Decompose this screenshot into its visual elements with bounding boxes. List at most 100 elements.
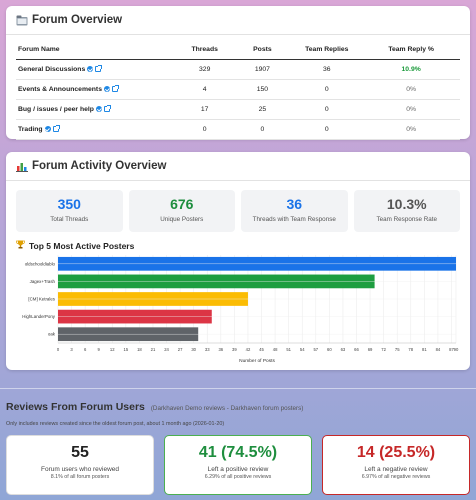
forum-name[interactable]: Bug / issues / peer help [18,106,94,113]
stat-value: 36 [286,196,303,212]
col-forum-name: Forum Name [16,43,176,60]
x-tick-label: 39 [232,347,237,352]
team-replies-cell: 0 [291,119,363,140]
folder-icon [16,15,28,26]
x-tick-label: 42 [246,347,251,352]
x-tick-label: 81 [422,347,427,352]
review-label: Left a negative review [364,466,428,473]
y-tick-label: oldschooldiablo [25,261,56,266]
review-card-positive: 41 (74.5%) Left a positive review 6.29% … [164,435,312,495]
x-tick-label: 0 [57,347,60,352]
posts-cell: 0 [233,119,292,140]
x-axis-label: Number of Posts [239,358,275,364]
review-label: Left a positive review [207,466,269,473]
reviews-title-text: Reviews From Forum Users [6,401,145,413]
col-team-replies: Team Replies [291,43,363,60]
threads-cell: 329 [175,59,234,80]
x-tick-label: 90 [454,347,459,352]
forum-overview-title: Forum Overview [16,12,460,28]
x-tick-label: 84 [436,347,441,352]
forum-overview-card: Forum Overview Forum Name Threads Posts … [6,6,470,140]
stat-unique-posters: 676 Unique Posters [128,190,235,232]
y-tick-label: [CM] Ketrales [28,297,55,302]
team-replies-cell: 0 [291,79,363,100]
forum-name[interactable]: Events & Announcements [18,86,102,93]
forum-name-cell: General Discussions [16,59,176,80]
team-reply-pct-cell: 0% [362,79,460,100]
x-tick-label: 66 [354,347,359,352]
stat-team-response-rate: 10.3% Team Response Rate [353,190,460,232]
forum-name-cell: Bug / issues / peer help [16,99,176,120]
review-sub: 6.97% of all negative reviews [361,474,431,480]
x-tick-label: 3 [70,347,73,352]
review-card-negative: 14 (25.5%) Left a negative review 6.97% … [322,435,470,495]
review-card-total: 55 Forum users who reviewed 8.1% of all … [6,435,154,495]
review-sub: 6.29% of all positive reviews [204,474,272,480]
team-replies-cell: 36 [291,59,363,80]
x-tick-label: 18 [137,347,142,352]
table-row: General Discussions 329 1907 36 10.9% [16,59,460,80]
reviews-divider [0,388,476,389]
stat-value: 676 [170,196,194,212]
x-tick-label: 30 [191,347,196,352]
forum-name[interactable]: General Discussions [18,66,86,73]
stat-label: Total Threads [50,216,89,223]
x-tick-label: 87 [449,347,454,352]
forum-overview-title-text: Forum Overview [32,14,123,26]
table-row: Trading 0 0 0 0% [16,119,460,140]
x-tick-label: 27 [178,347,183,352]
x-tick-label: 69 [368,347,373,352]
forum-activity-card: Forum Activity Overview 350 Total Thread… [6,152,470,370]
stat-label: Team Response Rate [376,216,438,223]
top-posters-chart: oldschooldiablo Jagex+Trash [CM] Ketrales H… [22,255,459,364]
forum-name[interactable]: Trading [18,126,43,133]
verified-badge-icon [44,126,51,133]
review-label: Forum users who reviewed [40,466,120,473]
threads-cell: 0 [175,119,234,140]
external-link-icon[interactable] [52,125,60,133]
y-tick-label: Jagex+Trash [30,279,56,284]
top-posters-title-text: Top 5 Most Active Posters [29,240,135,251]
x-tick-label: 51 [286,347,291,352]
x-tick-label: 75 [395,347,400,352]
x-tick-label: 78 [408,347,413,352]
reviews-subtitle: (Darkhaven Demo reviews - Darkhaven foru… [150,405,304,412]
x-tick-label: 48 [273,347,278,352]
stat-value: 10.3% [386,196,427,212]
posts-cell: 150 [233,79,292,100]
y-tick-label: HighLanderPony [22,314,56,319]
col-team-reply-pct: Team Reply % [362,43,460,60]
stat-label: Threads with Team Response [252,216,336,223]
x-tick-label: 54 [300,347,305,352]
review-value: 14 (25.5%) [356,444,436,461]
review-sub: 8.1% of all forum posters [50,474,110,480]
external-link-icon[interactable] [111,85,119,93]
x-tick-label: 72 [381,347,386,352]
x-tick-label: 57 [313,347,318,352]
threads-cell: 17 [175,99,234,120]
review-value: 55 [71,444,89,461]
external-link-icon[interactable] [95,65,103,73]
table-row: Bug / issues / peer help 17 25 0 0% [16,99,460,120]
team-replies-cell: 0 [291,99,363,120]
stat-total-threads: 350 Total Threads [16,190,123,232]
team-reply-pct-cell: 10.9% [362,59,460,80]
x-tick-label: 33 [205,347,210,352]
reviews-title: Reviews From Forum Users (Darkhaven Demo… [6,401,303,413]
forum-activity-title-text: Forum Activity Overview [32,160,167,172]
forum-overview-table: Forum Name Threads Posts Team Replies Te… [16,43,460,140]
review-value: 41 (74.5%) [198,444,278,461]
verified-badge-icon [87,66,94,73]
x-tick-label: 12 [110,347,115,352]
y-tick-label: oak [48,332,56,337]
external-link-icon[interactable] [103,105,111,113]
x-tick-label: 24 [164,347,169,352]
x-tick-label: 63 [341,347,346,352]
bar-chart-icon [16,161,28,172]
col-posts: Posts [233,43,292,60]
x-tick-label: 36 [218,347,223,352]
x-tick-label: 6 [84,347,87,352]
table-row: Events & Announcements 4 150 0 0% [16,79,460,100]
top-posters-title: Top 5 Most Active Posters [16,240,460,251]
verified-badge-icon [103,86,110,93]
